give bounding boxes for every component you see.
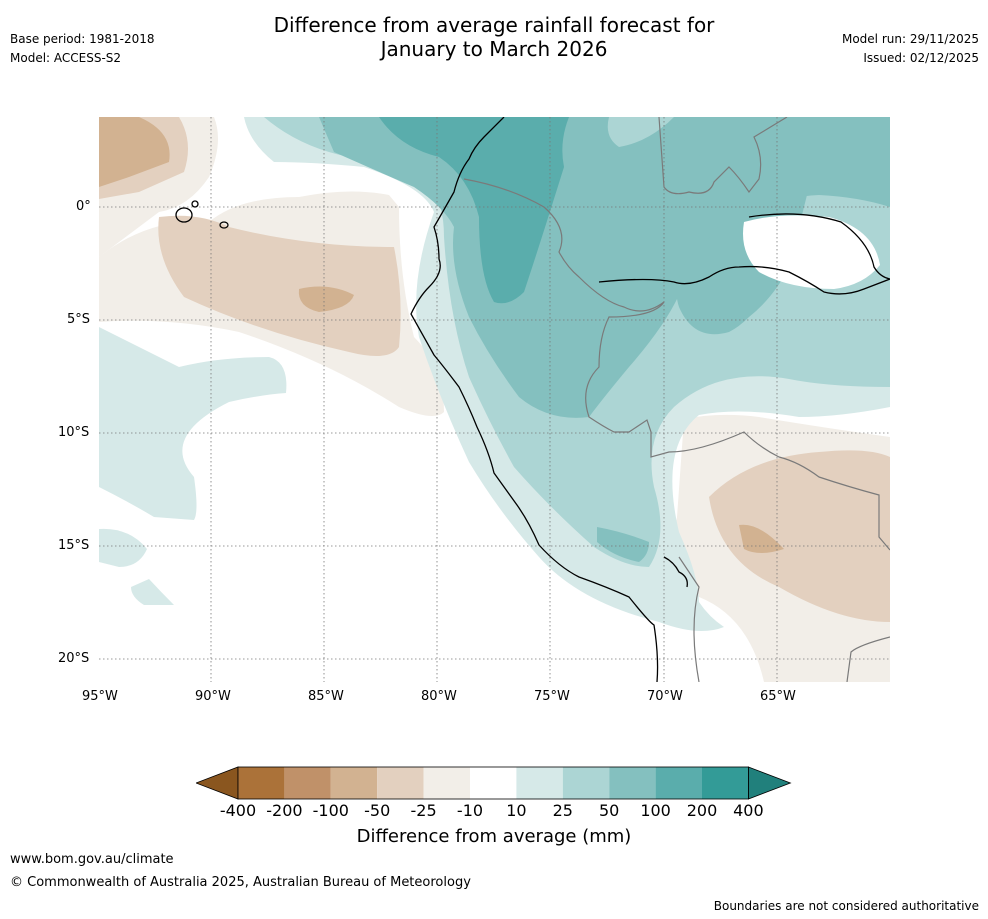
colorbar-cell <box>470 767 517 799</box>
lon-tick-95w: 95°W <box>82 689 118 704</box>
galapagos-islet <box>191 200 199 208</box>
dry-anomaly-fields <box>99 117 890 682</box>
colorbar-cells <box>196 766 792 800</box>
lat-tick-10s: 10°S <box>58 425 90 440</box>
colorbar-cell <box>238 767 285 799</box>
colorbar-cell <box>516 767 563 799</box>
colorbar-tick-label: 200 <box>686 801 718 820</box>
border-bolivia-paraguay <box>846 636 890 682</box>
colorbar-cell <box>702 767 749 799</box>
colorbar-tick-label: 100 <box>640 801 671 820</box>
colorbar-title: Difference from average (mm) <box>356 826 632 847</box>
colorbar <box>196 766 792 800</box>
website-link[interactable]: www.bom.gov.au/climate <box>10 852 174 867</box>
map-title: Difference from average rainfall forecas… <box>0 13 988 61</box>
lat-tick-20s: 20°S <box>58 651 90 666</box>
colorbar-tick-label: -10 <box>456 801 484 820</box>
border-peru-brazil-bolivia <box>585 301 890 551</box>
map-title-line1: Difference from average rainfall forecas… <box>273 13 715 37</box>
colorbar-tick-label: -400 <box>219 801 257 820</box>
colorbar-arrow-low <box>196 766 239 800</box>
disclaimer-text: Boundaries are not considered authoritat… <box>713 899 979 913</box>
rainfall-map <box>99 117 890 682</box>
national-borders <box>463 117 890 682</box>
lat-tick-5s: 5°S <box>67 312 91 327</box>
model-label: Model: ACCESS-S2 <box>10 51 122 65</box>
colorbar-tick-label: -25 <box>410 801 437 820</box>
issued-label: Issued: 02/12/2025 <box>863 51 979 65</box>
lon-tick-85w: 85°W <box>308 689 344 704</box>
colorbar-cell <box>377 767 424 799</box>
lon-tick-90w: 90°W <box>195 689 231 704</box>
colorbar-cell <box>330 767 378 799</box>
lon-tick-75w: 75°W <box>534 689 570 704</box>
coastlines <box>175 117 890 682</box>
colorbar-arrow-high <box>748 766 792 800</box>
lon-tick-65w: 65°W <box>760 689 796 704</box>
lat-tick-0: 0° <box>76 199 91 214</box>
colorbar-tick-label: -50 <box>364 801 391 820</box>
colorbar-tick-label: 25 <box>552 801 573 820</box>
colorbar-cell <box>284 767 331 799</box>
wet-anomaly-fields <box>99 117 890 631</box>
lon-tick-80w: 80°W <box>421 689 457 704</box>
colorbar-cell <box>609 767 656 799</box>
colorbar-cell <box>562 767 610 799</box>
coastline-amazon-north <box>748 213 890 280</box>
model-run-label: Model run: 29/11/2025 <box>841 32 979 46</box>
copyright-text: © Commonwealth of Australia 2025, Austra… <box>10 875 471 890</box>
map-title-line2: January to March 2026 <box>380 37 608 61</box>
lat-tick-15s: 15°S <box>58 538 90 553</box>
base-period-label: Base period: 1981-2018 <box>10 32 155 46</box>
colorbar-tick-label: -100 <box>312 801 349 820</box>
river-amazon <box>598 265 890 295</box>
colorbar-frame <box>237 766 749 800</box>
colorbar-tick-label: -200 <box>266 801 303 820</box>
lake-titicaca <box>663 556 688 588</box>
border-bolivia-chile <box>678 556 700 682</box>
galapagos-islands <box>175 207 193 223</box>
galapagos-islet <box>219 221 229 229</box>
border-colombia-venezuela <box>658 117 788 195</box>
colorbar-tick-label: 10 <box>506 801 527 820</box>
colorbar-tick-label: 50 <box>599 801 620 820</box>
colorbar-tick-label: 400 <box>733 801 764 820</box>
colorbar-cell <box>423 767 470 799</box>
colorbar-cell <box>655 767 702 799</box>
border-colombia-ecuador-peru <box>463 178 665 312</box>
lon-tick-70w: 70°W <box>647 689 683 704</box>
coastline-pacific <box>410 117 659 682</box>
